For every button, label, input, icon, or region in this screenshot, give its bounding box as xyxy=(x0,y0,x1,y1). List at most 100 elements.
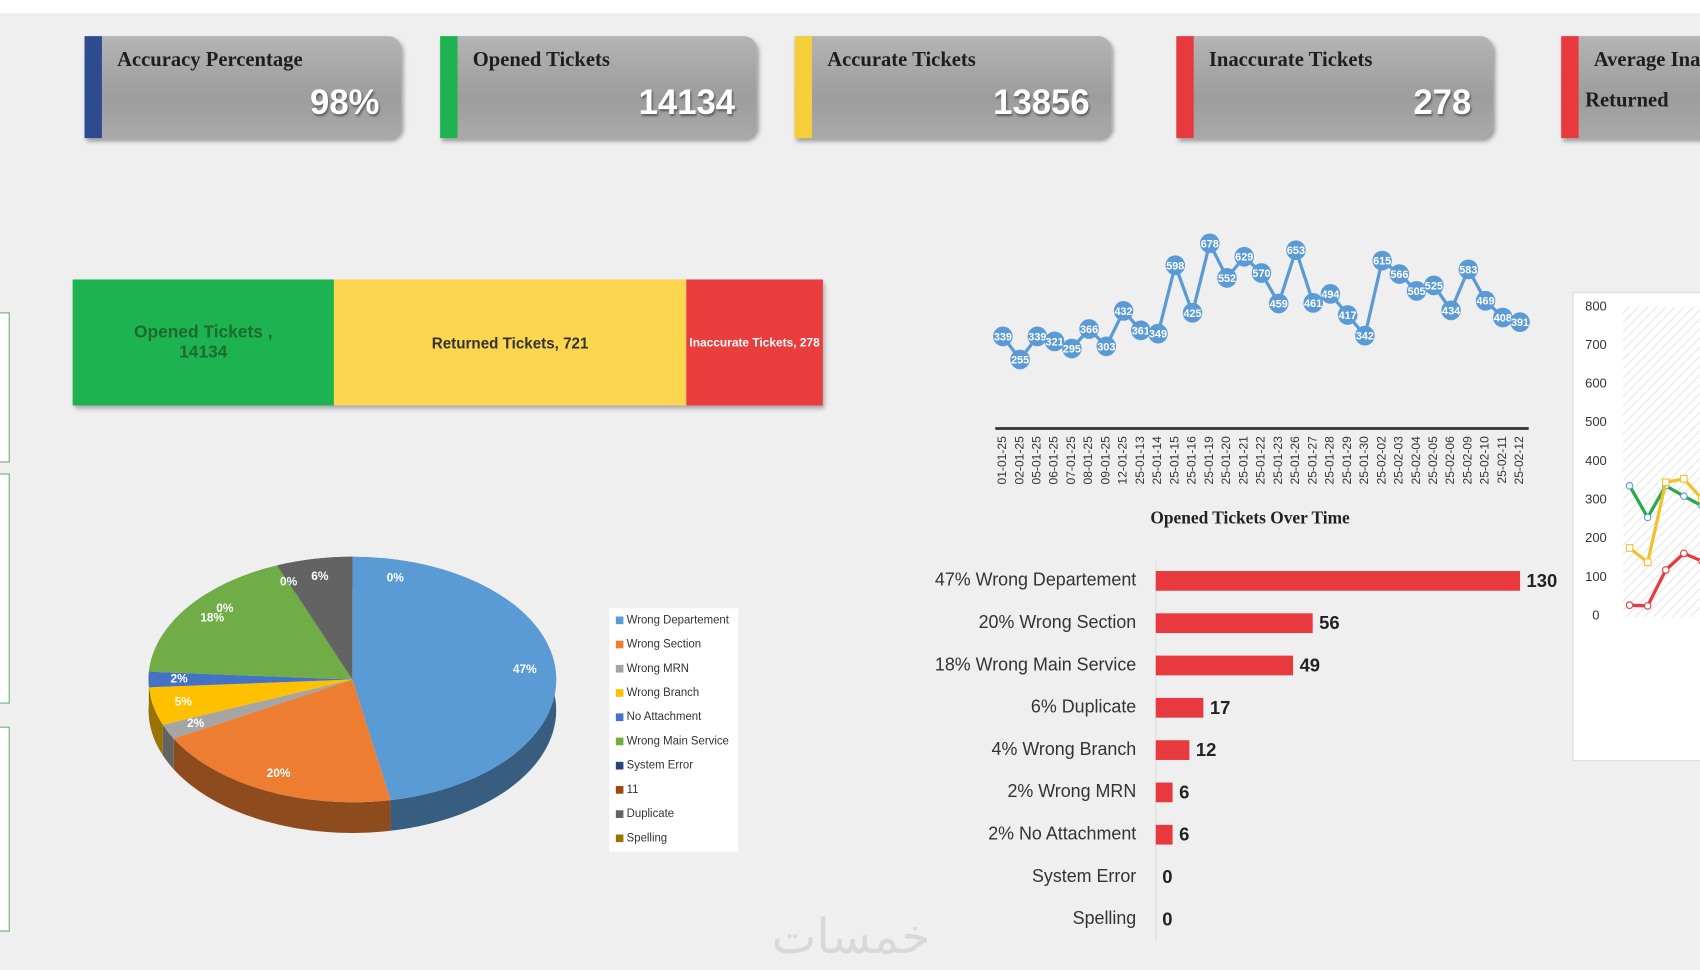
x-tick-label: 25-01-30 xyxy=(1357,436,1371,485)
category-label: 47% Wrong Departement xyxy=(935,570,1136,590)
data-label: 434 xyxy=(1442,305,1460,317)
strip-segment: Inaccurate Tickets, 278 xyxy=(686,279,823,406)
data-label: 56 xyxy=(1319,612,1339,633)
category-label: Spelling xyxy=(1073,908,1137,928)
slice-label: 0% xyxy=(216,601,234,615)
kpi-card: Accurate Tickets 13856 xyxy=(794,36,1112,139)
y-tick-label: 400 xyxy=(1585,453,1607,468)
kpi-value: 278 xyxy=(1413,82,1472,122)
data-label: 49 xyxy=(1300,654,1320,675)
data-label: 598 xyxy=(1166,260,1184,272)
data-point xyxy=(1661,566,1670,574)
kpi-color-bar xyxy=(440,36,458,139)
series-line xyxy=(1001,238,1521,363)
data-point xyxy=(1493,307,1513,328)
x-tick-label: 25-01-27 xyxy=(1305,436,1319,485)
legend-label: 11 xyxy=(627,784,639,796)
x-tick-label: 25-01-15 xyxy=(1167,436,1181,485)
pie-side xyxy=(148,687,163,756)
data-point xyxy=(1131,320,1151,341)
left-panel-edge xyxy=(0,473,10,704)
data-label: 432 xyxy=(1115,306,1133,318)
x-tick-label: 25-01-20 xyxy=(1219,436,1233,485)
slice-label: 0% xyxy=(387,571,405,585)
x-tick-label: 25-01-13 xyxy=(1133,436,1147,485)
data-label: 408 xyxy=(1494,312,1512,324)
x-tick-label: 07-01-25 xyxy=(1064,436,1078,485)
data-point xyxy=(1079,319,1099,339)
kpi-color-bar xyxy=(1561,36,1579,139)
data-label: 6 xyxy=(1179,824,1189,845)
data-point xyxy=(1475,290,1496,311)
data-point xyxy=(1303,293,1323,313)
kpi-value: 13856 xyxy=(993,82,1090,122)
legend-label: System Error xyxy=(627,760,694,772)
category-label: 20% Wrong Section xyxy=(979,612,1137,632)
data-label: 303 xyxy=(1097,341,1115,353)
x-tick-label: 25-02-12 xyxy=(1512,436,1526,485)
x-tick-label: 25-02-03 xyxy=(1392,436,1406,485)
data-point xyxy=(1643,602,1652,610)
data-point xyxy=(1510,312,1530,332)
data-point xyxy=(1680,474,1688,483)
data-label: 295 xyxy=(1063,343,1081,355)
pie-side xyxy=(173,738,391,833)
plot-area xyxy=(1623,306,1700,618)
x-tick-label: 25-02-04 xyxy=(1409,436,1423,485)
data-point xyxy=(1286,240,1306,261)
pie-slice xyxy=(173,679,391,803)
kpi-label: Accurate Tickets xyxy=(827,48,976,72)
data-label: 469 xyxy=(1477,296,1495,308)
legend-label: Wrong Section xyxy=(627,639,701,651)
x-tick-label: 25-01-23 xyxy=(1271,436,1285,485)
data-label: 361 xyxy=(1132,325,1150,337)
x-tick-label: 25-02-10 xyxy=(1478,436,1492,485)
x-tick-label: 25-01-22 xyxy=(1254,436,1268,485)
data-label: 417 xyxy=(1339,310,1357,322)
data-label: 321 xyxy=(1046,336,1064,348)
kpi-color-bar xyxy=(1176,36,1194,139)
slice-label: 2% xyxy=(187,716,205,730)
legend-label: No Attachment xyxy=(627,711,702,723)
bar xyxy=(1155,824,1173,845)
strip-segment: Returned Tickets, 721 xyxy=(333,279,687,406)
pie-slice xyxy=(148,671,353,688)
data-point xyxy=(1441,300,1461,321)
data-label: 349 xyxy=(1149,329,1167,341)
kpi-label: Opened Tickets xyxy=(472,48,610,72)
data-point xyxy=(993,326,1013,347)
x-tick-label: 25-01-16 xyxy=(1185,436,1199,485)
data-label: 17 xyxy=(1210,697,1230,718)
data-label: 461 xyxy=(1304,298,1322,310)
data-point xyxy=(1182,302,1203,323)
data-label: 570 xyxy=(1252,268,1270,280)
data-label: 583 xyxy=(1459,264,1477,276)
legend-label: Wrong Departement xyxy=(627,614,730,626)
data-point xyxy=(1044,331,1065,352)
slice-label: 20% xyxy=(267,766,291,780)
left-panel-edge xyxy=(0,726,10,932)
pie-slice xyxy=(352,556,557,801)
chart-title: Opened Tickets Over Time xyxy=(1150,507,1350,527)
legend-swatch xyxy=(615,810,624,818)
data-point xyxy=(1010,349,1030,370)
data-point xyxy=(1217,268,1237,288)
data-label: 615 xyxy=(1373,256,1391,268)
pie-slice xyxy=(162,679,353,739)
kpi-label: Inaccurate Tickets xyxy=(1208,48,1373,72)
data-label: 525 xyxy=(1425,280,1443,292)
data-label: 653 xyxy=(1287,245,1305,257)
data-label: 339 xyxy=(1028,331,1046,343)
status-strip: Opened Tickets , 14134 Returned Tickets,… xyxy=(72,279,823,406)
y-tick-label: 200 xyxy=(1585,530,1607,545)
x-tick-label: 25-01-19 xyxy=(1202,436,1216,485)
legend-swatch xyxy=(615,689,624,697)
data-point xyxy=(1625,601,1634,609)
x-tick-label: 01-01-25 xyxy=(995,436,1009,485)
data-label: 255 xyxy=(1011,354,1029,366)
kpi-value: 98% xyxy=(310,82,380,122)
data-label: 342 xyxy=(1356,331,1374,343)
data-point xyxy=(1661,478,1670,487)
data-label: 678 xyxy=(1201,238,1219,250)
top-band xyxy=(0,0,1700,14)
